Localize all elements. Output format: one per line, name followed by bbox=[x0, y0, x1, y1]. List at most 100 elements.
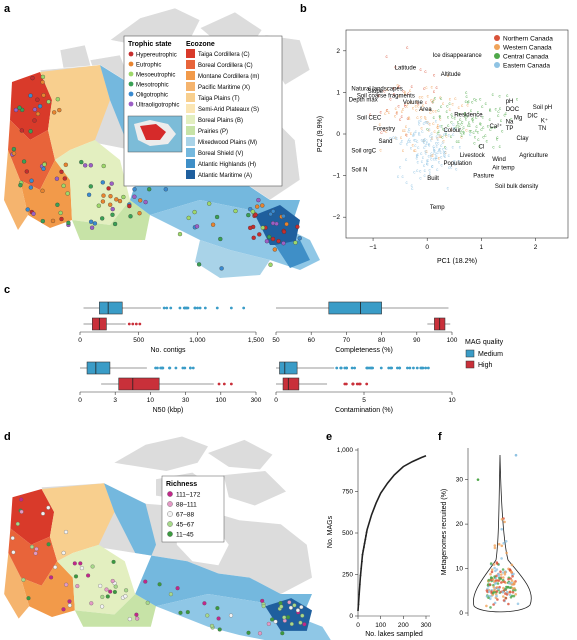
pca-point: c bbox=[427, 94, 430, 99]
pca-point: c bbox=[443, 132, 446, 137]
site-dot bbox=[61, 183, 66, 188]
pca-point: c bbox=[433, 147, 436, 152]
pca-point: c bbox=[421, 138, 424, 143]
pca-point: c bbox=[407, 91, 410, 96]
site-dot bbox=[52, 110, 57, 115]
pca-point: c bbox=[489, 107, 492, 112]
pca-point: c bbox=[437, 123, 440, 128]
richness-dot bbox=[46, 542, 51, 547]
site-dot bbox=[248, 225, 253, 231]
box-outlier bbox=[335, 366, 339, 370]
site-dot bbox=[96, 203, 101, 208]
pca-point: c bbox=[425, 143, 428, 148]
pca-point: c bbox=[458, 112, 461, 117]
ecozone-swatch bbox=[186, 71, 195, 80]
pca-point: c bbox=[440, 134, 443, 139]
pca-point: c bbox=[428, 168, 431, 173]
pca-point: c bbox=[496, 135, 499, 140]
site-dot bbox=[21, 159, 27, 164]
box-outlier bbox=[339, 366, 343, 370]
pca-point: c bbox=[418, 130, 421, 135]
accum-point bbox=[364, 538, 367, 541]
accum-xtick-label: 100 bbox=[375, 622, 386, 629]
ecozone-label: Mixedwood Plains (M) bbox=[198, 140, 257, 146]
site-dot bbox=[46, 99, 51, 104]
site-dot bbox=[218, 236, 223, 242]
pca-point: c bbox=[484, 133, 487, 138]
box-outlier bbox=[188, 366, 192, 370]
richness-items: 111–172 88–111 67–88 45–67 11–45 bbox=[167, 491, 201, 539]
box-outlier bbox=[196, 306, 199, 310]
violin-point bbox=[511, 575, 514, 578]
richness-legend-box bbox=[161, 475, 225, 543]
site-dot bbox=[62, 176, 67, 181]
pca-point: c bbox=[423, 163, 426, 168]
pca-point: c bbox=[444, 145, 447, 150]
pca-point: c bbox=[432, 144, 435, 149]
richness-dot bbox=[63, 529, 69, 535]
richness-dot bbox=[300, 613, 305, 618]
pca-point: c bbox=[431, 164, 434, 169]
pca-point: c bbox=[430, 151, 433, 156]
accum-point bbox=[358, 583, 361, 586]
box-contigs: 0 500 1,000 1,500 No. contigs bbox=[78, 301, 265, 354]
pca-point: c bbox=[402, 107, 405, 112]
pca-point: c bbox=[482, 135, 485, 140]
pca-point: c bbox=[485, 101, 488, 106]
site-dot bbox=[110, 212, 115, 217]
site-dot bbox=[54, 176, 60, 181]
ecozone-label: Pacific Maritime (X) bbox=[198, 85, 250, 91]
panel-a: a Trophic state Ecozone Hypereutrophic Eu… bbox=[4, 3, 320, 278]
pca-point: c bbox=[414, 143, 417, 148]
site-dot bbox=[40, 74, 46, 80]
pca-point: c bbox=[430, 157, 433, 162]
pca-point: c bbox=[426, 120, 429, 125]
pca-point: c bbox=[497, 109, 500, 114]
pca-point: c bbox=[496, 137, 499, 142]
violin-point bbox=[495, 590, 499, 593]
pca-ylabel: PC2 (9.9%) bbox=[317, 116, 324, 152]
pca-point: c bbox=[440, 104, 443, 109]
pca-point: c bbox=[477, 137, 480, 142]
pca-vector-label: Residence bbox=[454, 113, 483, 119]
box-outlier bbox=[408, 366, 412, 370]
violin-point bbox=[487, 590, 491, 593]
site-dot bbox=[11, 151, 17, 156]
pca-plot-area bbox=[345, 29, 569, 239]
pca-point: c bbox=[409, 88, 412, 93]
richness-dot bbox=[185, 610, 190, 615]
richness-dot bbox=[110, 578, 115, 584]
pca-point: c bbox=[402, 89, 405, 94]
pca-point: c bbox=[406, 141, 409, 146]
pca-point: c bbox=[426, 161, 429, 166]
pca-point: c bbox=[401, 114, 404, 119]
pca-point: c bbox=[421, 107, 424, 112]
pca-point: c bbox=[423, 138, 426, 143]
pca-point: c bbox=[438, 147, 441, 152]
pca-ytick-label: 0 bbox=[336, 131, 340, 138]
pca-point: c bbox=[499, 106, 502, 111]
pca-point: c bbox=[442, 101, 445, 106]
pca-point: c bbox=[472, 119, 475, 124]
pca-point: c bbox=[457, 122, 460, 127]
pca-vector-label: DOC bbox=[506, 107, 520, 113]
site-dot bbox=[59, 169, 64, 174]
pca-vector-label: Altitude bbox=[441, 72, 462, 78]
pca-point: c bbox=[469, 132, 472, 137]
pca-point: c bbox=[458, 158, 461, 163]
box-xlabel: Contamination (%) bbox=[335, 407, 393, 414]
site-dot bbox=[250, 209, 255, 214]
pca-point: c bbox=[420, 118, 423, 123]
pca-vector-label: TN bbox=[538, 126, 546, 132]
map-d-zone-1 bbox=[10, 489, 55, 545]
richness-dot bbox=[124, 588, 129, 593]
accum-point bbox=[361, 560, 363, 563]
box-outlier bbox=[358, 382, 362, 386]
pca-point: c bbox=[453, 126, 456, 131]
ecozone-mixedwood-plains bbox=[195, 240, 270, 278]
violin-point bbox=[495, 574, 498, 578]
accum-point bbox=[357, 603, 360, 606]
